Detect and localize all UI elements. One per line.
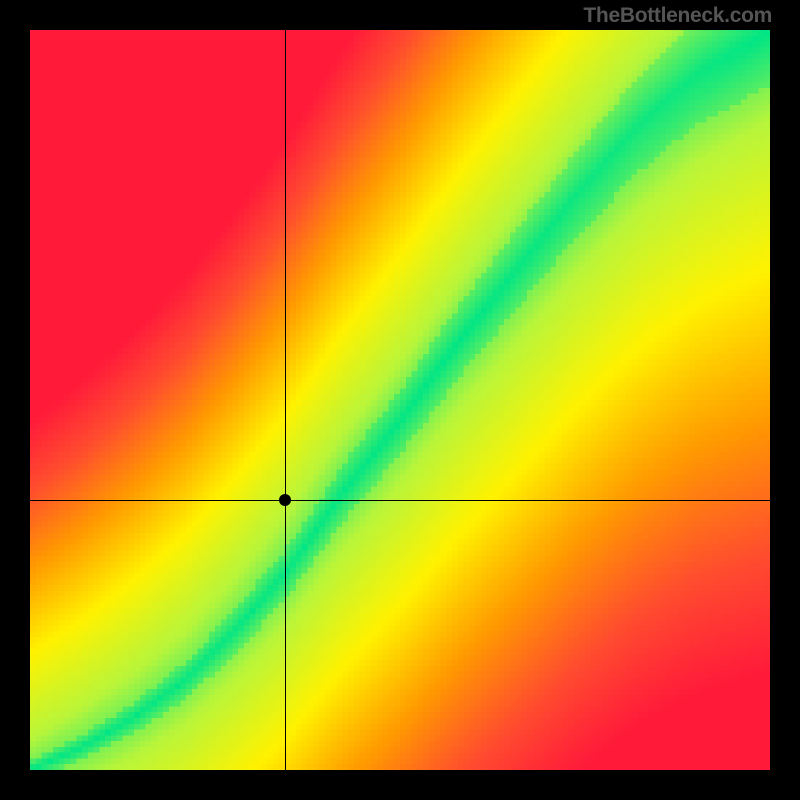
crosshair-vertical <box>285 30 286 770</box>
crosshair-horizontal <box>30 500 770 501</box>
heatmap-plot-area <box>30 30 770 770</box>
watermark-text: TheBottleneck.com <box>583 4 772 28</box>
crosshair-marker <box>279 494 291 506</box>
heatmap-canvas <box>30 30 770 770</box>
